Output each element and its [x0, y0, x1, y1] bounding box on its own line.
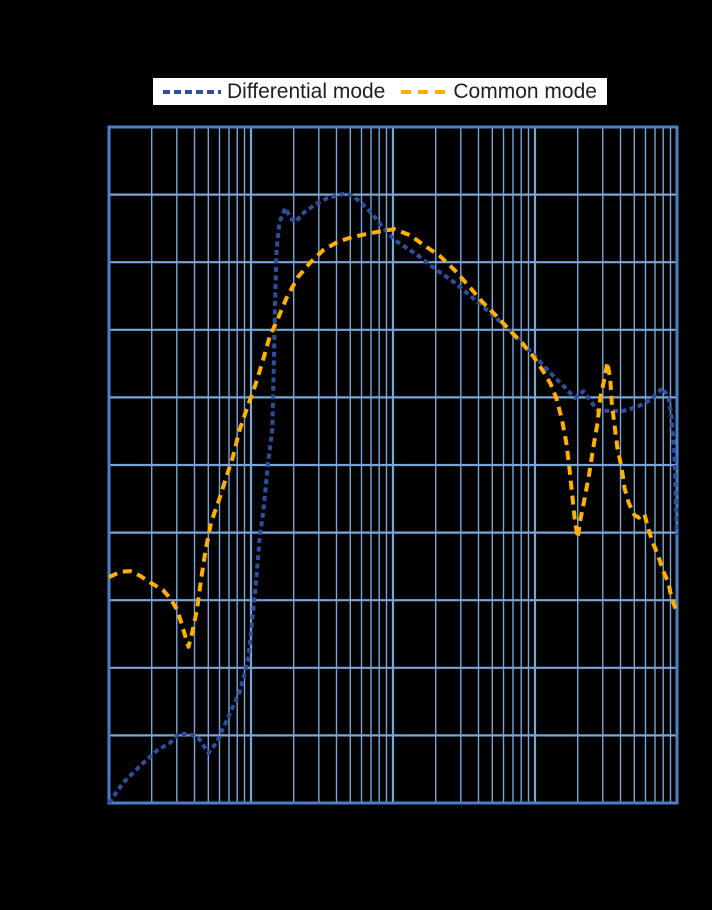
- legend-item-differential: Differential mode: [163, 78, 385, 105]
- common-dash-icon: [401, 89, 448, 94]
- legend-label-differential: Differential mode: [227, 80, 386, 103]
- differential-dash-icon: [163, 89, 221, 94]
- legend-label-common: Common mode: [453, 80, 597, 103]
- legend-item-common: Common mode: [401, 78, 597, 105]
- legend: Differential mode Common mode: [153, 78, 607, 105]
